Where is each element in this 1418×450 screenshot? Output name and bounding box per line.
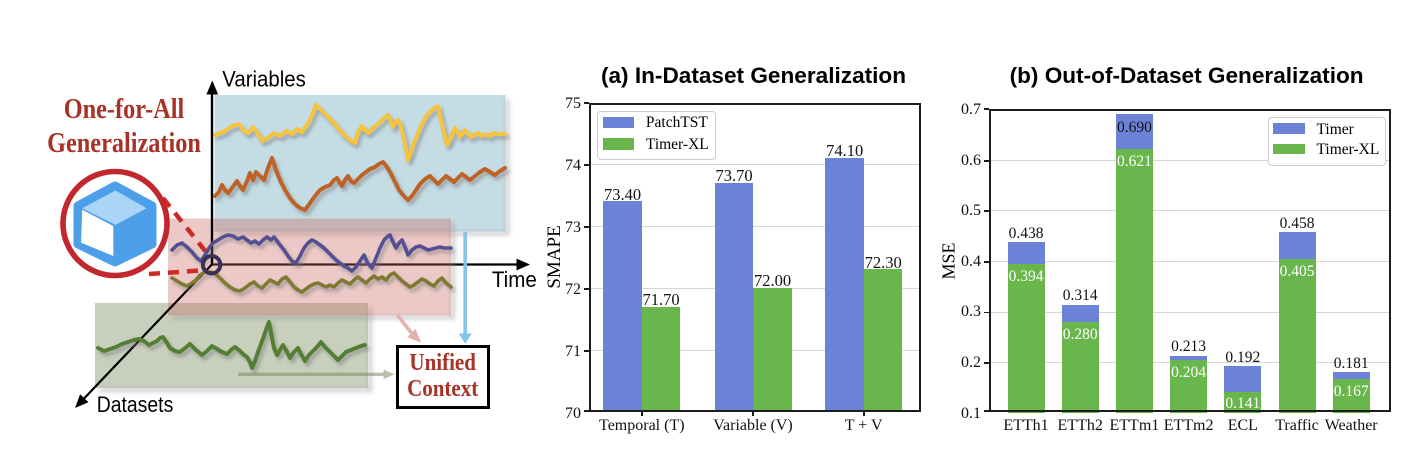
svg-text:Variables: Variables xyxy=(222,67,305,92)
svg-text:Datasets: Datasets xyxy=(97,392,174,417)
svg-text:Time: Time xyxy=(492,267,537,292)
